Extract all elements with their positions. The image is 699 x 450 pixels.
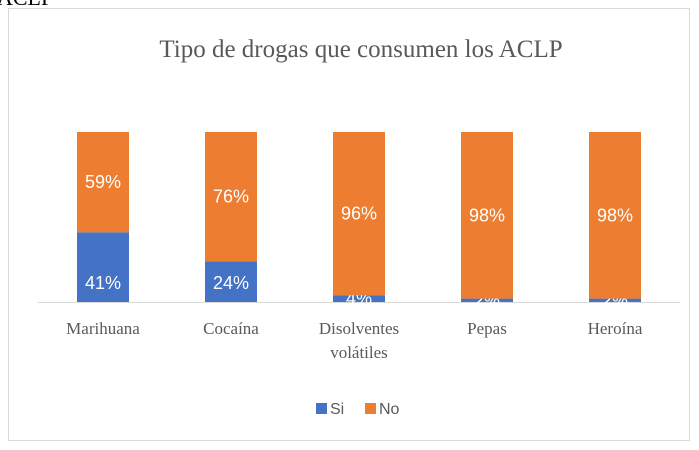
bar-no-0: [77, 132, 129, 233]
bar-no-3: [461, 132, 513, 299]
x-tick-label-2: Disolventes: [319, 319, 399, 338]
data-label-no-0: 59%: [85, 172, 121, 192]
legend: Si No: [316, 401, 400, 418]
data-label-no-4: 98%: [597, 205, 633, 225]
chart-title: Tipo de drogas que consumen los ACLP: [159, 36, 562, 63]
legend-label-si: Si: [330, 401, 344, 418]
bar-si-0: [77, 232, 129, 302]
bar-no-4: [589, 132, 641, 299]
bar-si-1: [205, 261, 257, 302]
bars: 41%59%24%76%4%96%2%98%2%98%: [77, 132, 641, 310]
legend-label-no: No: [379, 401, 400, 418]
x-tick-label-0: Marihuana: [66, 319, 140, 338]
legend-swatch-no: [365, 403, 376, 414]
bar-no-2: [333, 132, 385, 296]
x-tick-labels: Marihuana Cocaína Disolventes volátiles Pepa…: [66, 319, 643, 362]
legend-swatch-si: [316, 403, 327, 414]
data-label-no-3: 98%: [469, 205, 505, 225]
bar-si-2: [333, 295, 385, 302]
header-fragment: ACLP: [0, 0, 53, 10]
data-label-si-0: 41%: [85, 273, 121, 293]
data-label-no-2: 96%: [341, 204, 377, 224]
x-tick-label-1: Cocaína: [203, 319, 259, 338]
x-tick-label-2-line2: volátiles: [330, 343, 388, 362]
bar-no-1: [205, 132, 257, 262]
data-label-no-1: 76%: [213, 187, 249, 207]
header-mask: [0, 0, 699, 7]
bar-si-4: [589, 298, 641, 302]
bar-si-3: [461, 298, 513, 302]
x-tick-label-4: Heroína: [588, 319, 643, 338]
x-tick-label-3: Pepas: [467, 319, 507, 338]
data-label-si-1: 24%: [213, 273, 249, 293]
